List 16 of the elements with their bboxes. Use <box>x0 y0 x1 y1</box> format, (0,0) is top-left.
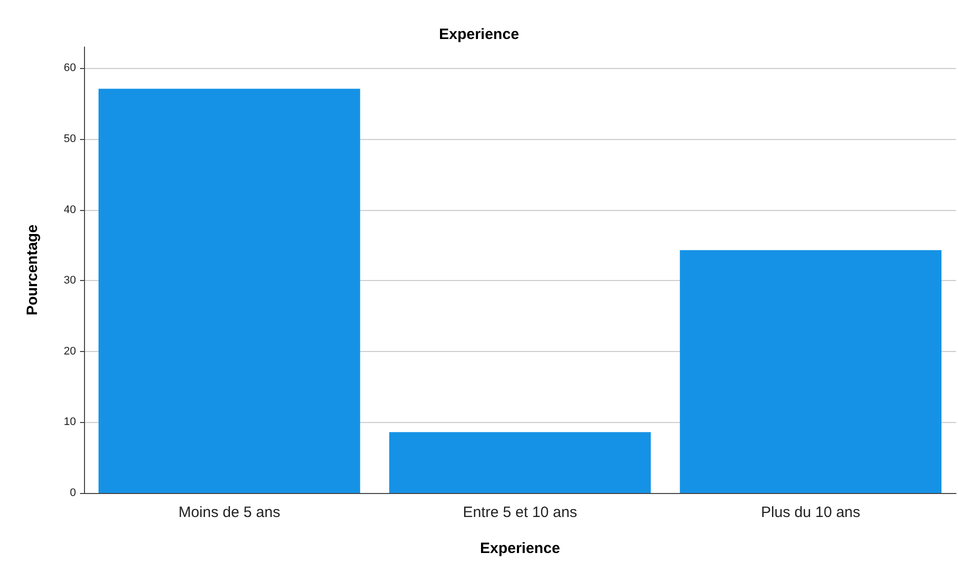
y-tick-label: 10 <box>64 416 76 428</box>
y-tick-label: 20 <box>64 345 76 358</box>
y-axis-title: Pourcentage <box>24 224 41 316</box>
x-tick-label: Plus du 10 ans <box>761 504 860 521</box>
y-tick-label: 0 <box>70 487 76 499</box>
chart-title: Experience <box>438 26 520 43</box>
bar <box>98 88 360 493</box>
y-tick-label: 40 <box>64 204 76 216</box>
bar <box>680 250 942 493</box>
y-tick-label: 30 <box>64 274 76 287</box>
y-tick-label: 50 <box>64 133 76 146</box>
bar <box>389 432 651 493</box>
x-tick-label: Entre 5 et 10 ans <box>462 504 578 521</box>
y-tick-label: 60 <box>64 62 76 74</box>
x-axis-title: Experience <box>480 540 560 557</box>
x-tick-label: Moins de 5 ans <box>178 504 280 521</box>
